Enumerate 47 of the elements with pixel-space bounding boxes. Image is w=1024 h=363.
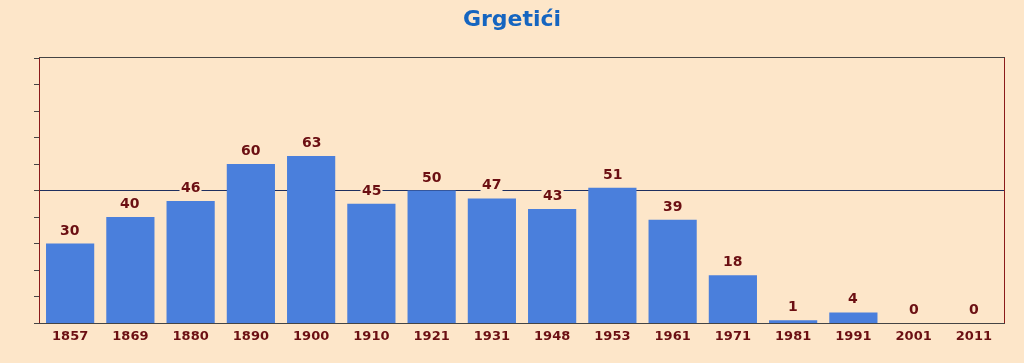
x-tick-label: 1961 [654, 327, 691, 343]
x-tick-label: 1857 [52, 327, 89, 343]
data-label: 40 [120, 195, 140, 211]
x-tick-label: 2001 [895, 327, 932, 343]
bar [166, 201, 215, 323]
x-tick-label: 1948 [534, 327, 571, 343]
bar [106, 217, 155, 323]
data-label: 30 [60, 222, 80, 238]
x-tick-label: 1910 [353, 327, 390, 343]
bar [287, 156, 336, 323]
x-tick-label: 1971 [714, 327, 751, 343]
bar [829, 312, 878, 323]
data-label: 0 [969, 301, 979, 317]
bar [46, 243, 95, 323]
data-label: 47 [482, 176, 502, 192]
bar [588, 187, 637, 323]
data-label: 4 [848, 290, 858, 306]
x-tick-label: 1981 [775, 327, 812, 343]
data-label: 0 [909, 301, 919, 317]
x-tick-label: 1953 [594, 327, 631, 343]
data-label: 46 [181, 179, 201, 195]
x-tick-label: 1921 [413, 327, 450, 343]
x-tick-label: 1880 [172, 327, 209, 343]
chart-title: Grgetići [462, 6, 562, 32]
x-tick-label: 1869 [112, 327, 149, 343]
x-tick-label: 1931 [473, 327, 510, 343]
x-tick-label: 1991 [835, 327, 872, 343]
data-label: 43 [543, 187, 563, 203]
data-label: 39 [663, 198, 683, 214]
data-label: 51 [603, 166, 623, 182]
data-label: 60 [241, 142, 261, 158]
bar [347, 203, 396, 323]
bar [528, 209, 577, 323]
data-label: 63 [302, 134, 322, 150]
bar [769, 320, 818, 323]
data-label: 18 [723, 253, 743, 269]
bar [467, 198, 516, 323]
x-tick-label: 1900 [293, 327, 330, 343]
data-label: 45 [362, 182, 382, 198]
bar [708, 275, 757, 323]
bar [407, 190, 456, 323]
data-label: 50 [422, 169, 442, 185]
bar [648, 219, 697, 323]
bar [226, 164, 275, 323]
x-tick-label: 2011 [955, 327, 992, 343]
x-tick-label: 1890 [232, 327, 269, 343]
data-label: 1 [788, 298, 798, 314]
